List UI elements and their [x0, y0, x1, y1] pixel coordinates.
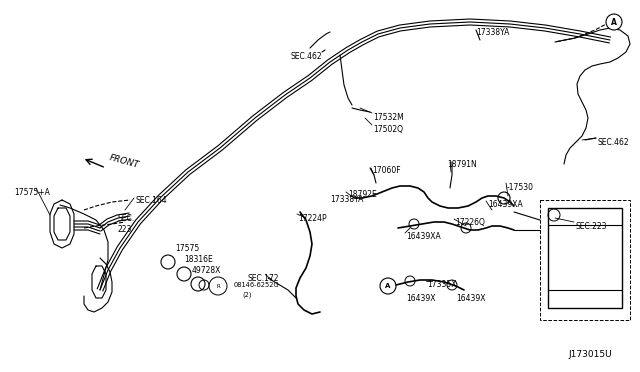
Text: SEC.: SEC. — [118, 214, 135, 223]
Text: SEC.223: SEC.223 — [575, 222, 607, 231]
Bar — [548, 208, 622, 308]
Text: 17532M: 17532M — [373, 113, 404, 122]
Text: 18792E: 18792E — [348, 190, 377, 199]
Text: SEC.462: SEC.462 — [597, 138, 628, 147]
Text: 49728X: 49728X — [192, 266, 221, 275]
Text: 18791N: 18791N — [447, 160, 477, 169]
Text: 17575+A: 17575+A — [14, 188, 50, 197]
Text: 16439X: 16439X — [456, 294, 486, 303]
Text: 17335X: 17335X — [427, 280, 456, 289]
Text: R: R — [216, 283, 220, 289]
Text: FRONT: FRONT — [108, 154, 140, 170]
Text: (2): (2) — [242, 292, 252, 298]
Text: SEC.462: SEC.462 — [291, 52, 322, 61]
Text: 16439X: 16439X — [406, 294, 435, 303]
Text: 17502Q: 17502Q — [373, 125, 403, 134]
Text: J173015U: J173015U — [568, 350, 612, 359]
Text: 08146-6252G: 08146-6252G — [234, 282, 280, 288]
Text: 16439XA: 16439XA — [488, 200, 523, 209]
Text: -17530: -17530 — [507, 183, 534, 192]
Text: A: A — [611, 17, 617, 26]
Text: SEC.164: SEC.164 — [136, 196, 168, 205]
Text: 18316E: 18316E — [184, 255, 212, 264]
Text: 16439XA: 16439XA — [406, 232, 441, 241]
Text: 223: 223 — [118, 225, 132, 234]
Text: 17224P: 17224P — [298, 214, 326, 223]
Text: A: A — [611, 17, 617, 26]
Bar — [540, 200, 630, 320]
Text: A: A — [385, 283, 390, 289]
Text: 17060F: 17060F — [372, 166, 401, 175]
Text: 17575: 17575 — [175, 244, 199, 253]
Text: 17338YA: 17338YA — [330, 195, 364, 204]
Circle shape — [606, 14, 622, 30]
Text: SEC.172: SEC.172 — [248, 274, 280, 283]
Text: 17338YA: 17338YA — [476, 28, 509, 37]
Text: 17226Q: 17226Q — [455, 218, 485, 227]
